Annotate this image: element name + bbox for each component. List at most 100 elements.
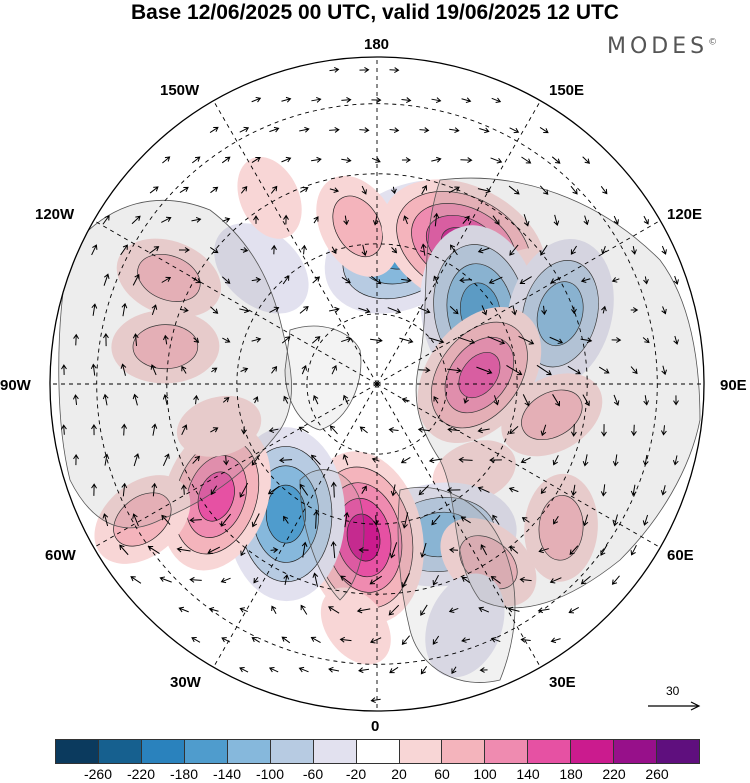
wind-arrow — [611, 277, 620, 283]
wind-arrow — [673, 275, 679, 285]
wind-arrow — [341, 157, 352, 164]
wind-arrow — [239, 607, 248, 613]
wind-arrow — [549, 577, 562, 584]
wind-arrow — [419, 127, 430, 133]
wind-arrow — [331, 246, 337, 255]
wind-arrow — [553, 214, 560, 227]
wind-arrow — [631, 246, 637, 255]
colorbar-segment — [269, 739, 313, 764]
wind-arrow — [389, 542, 398, 559]
lon-label-60w: 60W — [45, 547, 76, 564]
wind-arrow — [268, 427, 279, 434]
wind-arrow — [329, 425, 338, 435]
colorbar-tick-label: -60 — [302, 766, 324, 782]
wind-arrow — [251, 454, 261, 466]
land-shading — [58, 177, 701, 683]
wind-arrow — [268, 666, 279, 673]
wind-arrow — [580, 575, 591, 585]
wind-arrow — [328, 666, 340, 673]
wind-arrow — [193, 394, 199, 405]
wind-arrow — [120, 363, 127, 376]
lon-label-90w: 90W — [0, 377, 31, 394]
wind-vectors — [61, 66, 679, 704]
wind-arrow — [149, 186, 159, 194]
colorbar-tick-label: -180 — [169, 766, 199, 782]
colorbar-tick-label: -140 — [212, 766, 242, 782]
colorbar-segment — [398, 739, 442, 764]
wind-arrow — [300, 604, 308, 615]
wind-arrow — [267, 485, 280, 495]
wind-arrow — [342, 394, 349, 405]
meridian-line — [213, 383, 378, 668]
wind-arrow — [568, 606, 579, 614]
wind-arrow — [210, 247, 219, 254]
wind-arrow — [540, 486, 547, 494]
wind-arrow — [598, 366, 610, 374]
colorbar-segment — [183, 739, 227, 764]
wind-arrow — [269, 126, 280, 133]
wind-arrow — [540, 244, 548, 256]
wind-arrow — [330, 481, 337, 498]
wind-arrow — [222, 396, 230, 403]
wind-arrow — [420, 666, 428, 675]
wind-arrow — [311, 336, 321, 344]
wind-arrow — [433, 395, 439, 404]
wind-arrow — [538, 547, 549, 554]
meridian-line — [93, 220, 378, 385]
wind-arrow — [341, 336, 352, 343]
map-border — [49, 56, 705, 712]
anomaly-contour — [176, 395, 262, 457]
wind-arrow — [539, 185, 549, 195]
wind-arrow — [401, 397, 410, 403]
wind-arrow — [370, 337, 383, 344]
reference-vector: 30 — [646, 684, 704, 714]
anomaly-contour — [113, 492, 172, 547]
wind-arrow — [149, 246, 160, 254]
wind-arrow — [520, 457, 531, 464]
wind-arrow — [372, 215, 379, 226]
wind-arrow — [341, 97, 352, 103]
wind-arrow — [643, 395, 650, 406]
wind-arrow — [506, 365, 523, 376]
wind-arrow — [358, 307, 371, 314]
reference-vector-label: 30 — [666, 684, 680, 698]
wind-arrow — [278, 457, 293, 464]
wind-arrow — [461, 576, 471, 584]
wind-arrow — [239, 482, 249, 498]
wind-arrow — [570, 185, 578, 195]
wind-arrow — [180, 307, 189, 313]
colorbar-segment — [441, 739, 485, 764]
wind-arrow — [191, 156, 201, 164]
wind-arrow — [433, 275, 439, 284]
wind-arrow — [600, 186, 608, 195]
wind-arrow — [508, 185, 520, 195]
wind-arrow — [281, 96, 292, 103]
colorbar-tick-label: -100 — [255, 766, 285, 782]
wind-arrow — [151, 482, 158, 497]
wind-arrow — [207, 546, 221, 554]
colorbar-tick-label: 100 — [473, 766, 497, 782]
wind-arrow — [121, 302, 128, 317]
wind-arrow — [521, 156, 532, 164]
wind-arrow — [550, 637, 561, 644]
wind-arrow — [570, 424, 577, 437]
lon-label-120w: 120W — [35, 206, 75, 223]
wind-arrow — [361, 244, 368, 257]
wind-arrow — [540, 424, 547, 437]
wind-arrow — [643, 215, 649, 225]
wind-arrow — [299, 483, 309, 496]
wind-arrow — [449, 547, 459, 553]
wind-arrow — [270, 547, 279, 553]
wind-arrow — [490, 575, 501, 584]
colorbar-segment — [226, 739, 270, 764]
lon-label-150w: 150W — [160, 82, 200, 99]
lon-label-60e: 60E — [667, 547, 694, 564]
wind-arrow — [550, 276, 562, 284]
wind-arrow — [582, 454, 589, 467]
wind-arrow — [448, 186, 460, 194]
wind-arrow — [251, 513, 260, 528]
wind-arrow — [371, 457, 380, 463]
anomaly-contour — [521, 389, 583, 441]
reference-arrow-icon — [648, 701, 701, 711]
wind-arrow — [661, 365, 667, 376]
